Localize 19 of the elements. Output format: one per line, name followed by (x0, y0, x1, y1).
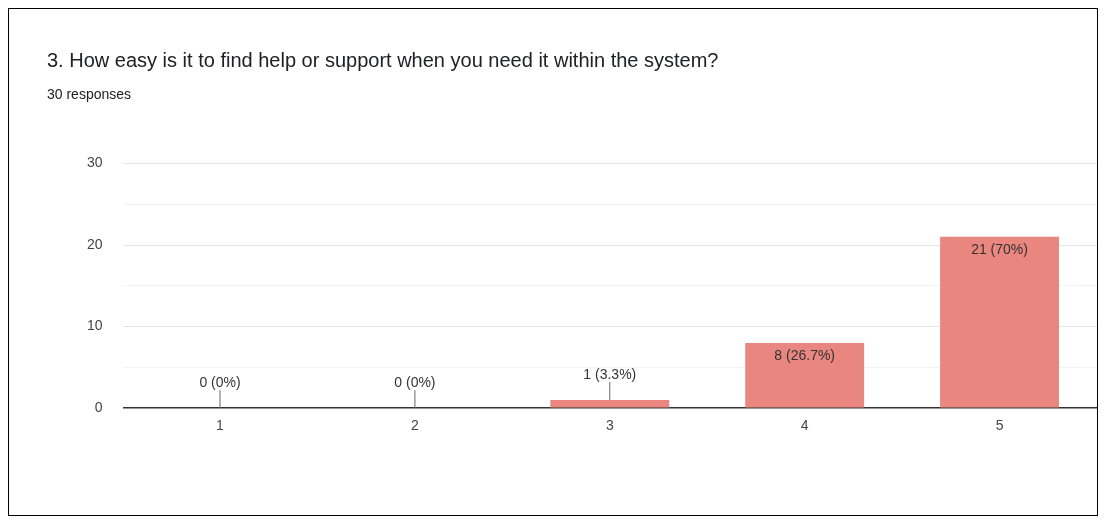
chart-title: 3. How easy is it to find help or support when you need it within the system? (47, 49, 719, 72)
x-tick-label: 3 (605, 417, 614, 434)
data-label: 1 (3.3%) (583, 365, 637, 382)
bar (940, 236, 1059, 408)
data-label: 0 (0%) (199, 374, 241, 391)
y-tick-label: 20 (86, 235, 103, 252)
bar (550, 400, 670, 408)
x-tick-label: 4 (800, 417, 809, 434)
x-tick-label: 2 (411, 417, 419, 434)
data-label: 8 (26.7%) (774, 346, 836, 363)
y-tick-label: 10 (86, 317, 103, 334)
data-label: 0 (0%) (394, 374, 436, 391)
y-tick-label: 30 (86, 154, 103, 171)
bar (745, 342, 865, 408)
chart-subtitle: 30 responses (47, 86, 132, 102)
y-tick-label: 0 (94, 399, 103, 416)
x-tick-label: 1 (216, 417, 225, 434)
x-tick-label: 5 (995, 417, 1004, 434)
data-label: 21 (70%) (971, 240, 1028, 257)
